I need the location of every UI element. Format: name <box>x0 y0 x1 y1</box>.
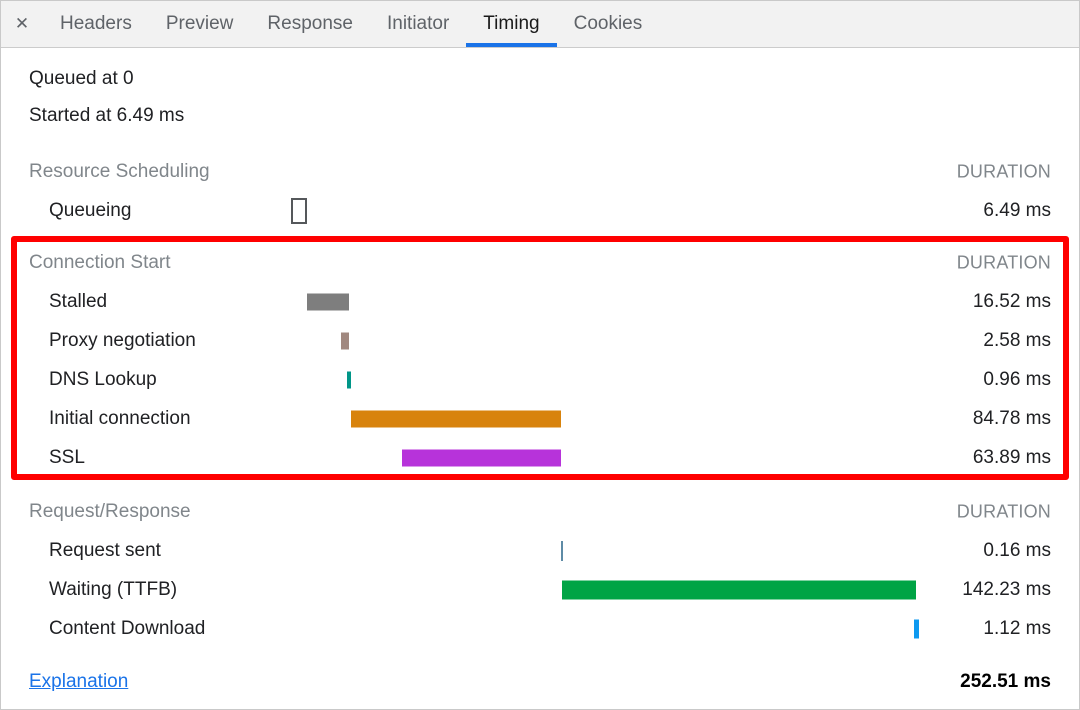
row-label: Request sent <box>49 539 161 561</box>
detail-tabbar: ✕ Headers Preview Response Initiator Tim… <box>1 1 1079 48</box>
tab-initiator[interactable]: Initiator <box>386 13 450 34</box>
timing-panel: Queued at 0 Started at 6.49 ms Resource … <box>1 48 1079 708</box>
timing-footer: Explanation 252.51 ms <box>1 662 1079 701</box>
total-duration: 252.51 ms <box>960 670 1051 692</box>
row-label: Proxy negotiation <box>49 329 196 351</box>
section-header-resource-scheduling: Resource Scheduling DURATION <box>1 152 1079 191</box>
dns-lookup-bar <box>347 371 351 388</box>
section-header-connection-start: Connection Start DURATION <box>1 243 1079 282</box>
row-duration: 63.89 ms <box>972 446 1051 468</box>
proxy-negotiation-bar <box>341 332 349 349</box>
row-duration: 16.52 ms <box>972 290 1051 312</box>
row-duration: 1.12 ms <box>983 617 1051 639</box>
tab-timing[interactable]: Timing <box>466 1 556 47</box>
row-label: SSL <box>49 446 85 468</box>
queued-at-text: Queued at 0 <box>29 67 134 89</box>
request-sent-bar <box>561 540 563 561</box>
ssl-bar <box>402 449 561 466</box>
duration-column-header: DURATION <box>956 252 1051 272</box>
tab-preview[interactable]: Preview <box>165 13 234 34</box>
timing-row-queueing: Queueing 6.49 ms <box>1 191 1079 230</box>
explanation-link[interactable]: Explanation <box>29 670 129 692</box>
timing-row-waiting-ttfb: Waiting (TTFB) 142.23 ms <box>1 570 1079 609</box>
row-label: Stalled <box>49 290 108 312</box>
timing-summary: Queued at 0 Started at 6.49 ms <box>1 48 1079 134</box>
row-label: Queueing <box>49 199 132 221</box>
row-duration: 0.16 ms <box>983 539 1051 561</box>
timing-row-request-sent: Request sent 0.16 ms <box>1 531 1079 570</box>
section-title: Request/Response <box>29 500 191 522</box>
timing-row-ssl: SSL 63.89 ms <box>1 438 1079 477</box>
section-header-request-response: Request/Response DURATION <box>1 492 1079 531</box>
duration-column-header: DURATION <box>956 501 1051 521</box>
section-title: Resource Scheduling <box>29 160 210 182</box>
timing-row-dns-lookup: DNS Lookup 0.96 ms <box>1 360 1079 399</box>
timing-row-stalled: Stalled 16.52 ms <box>1 282 1079 321</box>
content-download-bar <box>914 619 919 638</box>
initial-connection-bar <box>351 410 561 427</box>
timing-row-initial-connection: Initial connection 84.78 ms <box>1 399 1079 438</box>
row-duration: 6.49 ms <box>983 199 1051 221</box>
tab-response[interactable]: Response <box>267 13 353 34</box>
tab-headers[interactable]: Headers <box>60 13 132 34</box>
row-label: DNS Lookup <box>49 368 157 390</box>
started-at-text: Started at 6.49 ms <box>29 104 185 126</box>
row-duration: 84.78 ms <box>972 407 1051 429</box>
tab-cookies[interactable]: Cookies <box>573 13 643 34</box>
close-icon: ✕ <box>14 14 30 33</box>
row-duration: 142.23 ms <box>962 578 1051 600</box>
row-label: Initial connection <box>49 407 191 429</box>
row-label: Content Download <box>49 617 206 639</box>
stalled-bar <box>307 293 349 310</box>
queueing-bar <box>291 197 307 224</box>
waiting-ttfb-bar <box>562 580 916 599</box>
section-title: Connection Start <box>29 251 171 273</box>
duration-column-header: DURATION <box>956 161 1051 181</box>
close-pane-button[interactable]: ✕ <box>1 1 43 47</box>
row-duration: 0.96 ms <box>983 368 1051 390</box>
row-duration: 2.58 ms <box>983 329 1051 351</box>
timing-row-content-download: Content Download 1.12 ms <box>1 609 1079 648</box>
timing-row-proxy-negotiation: Proxy negotiation 2.58 ms <box>1 321 1079 360</box>
row-label: Waiting (TTFB) <box>49 578 178 600</box>
